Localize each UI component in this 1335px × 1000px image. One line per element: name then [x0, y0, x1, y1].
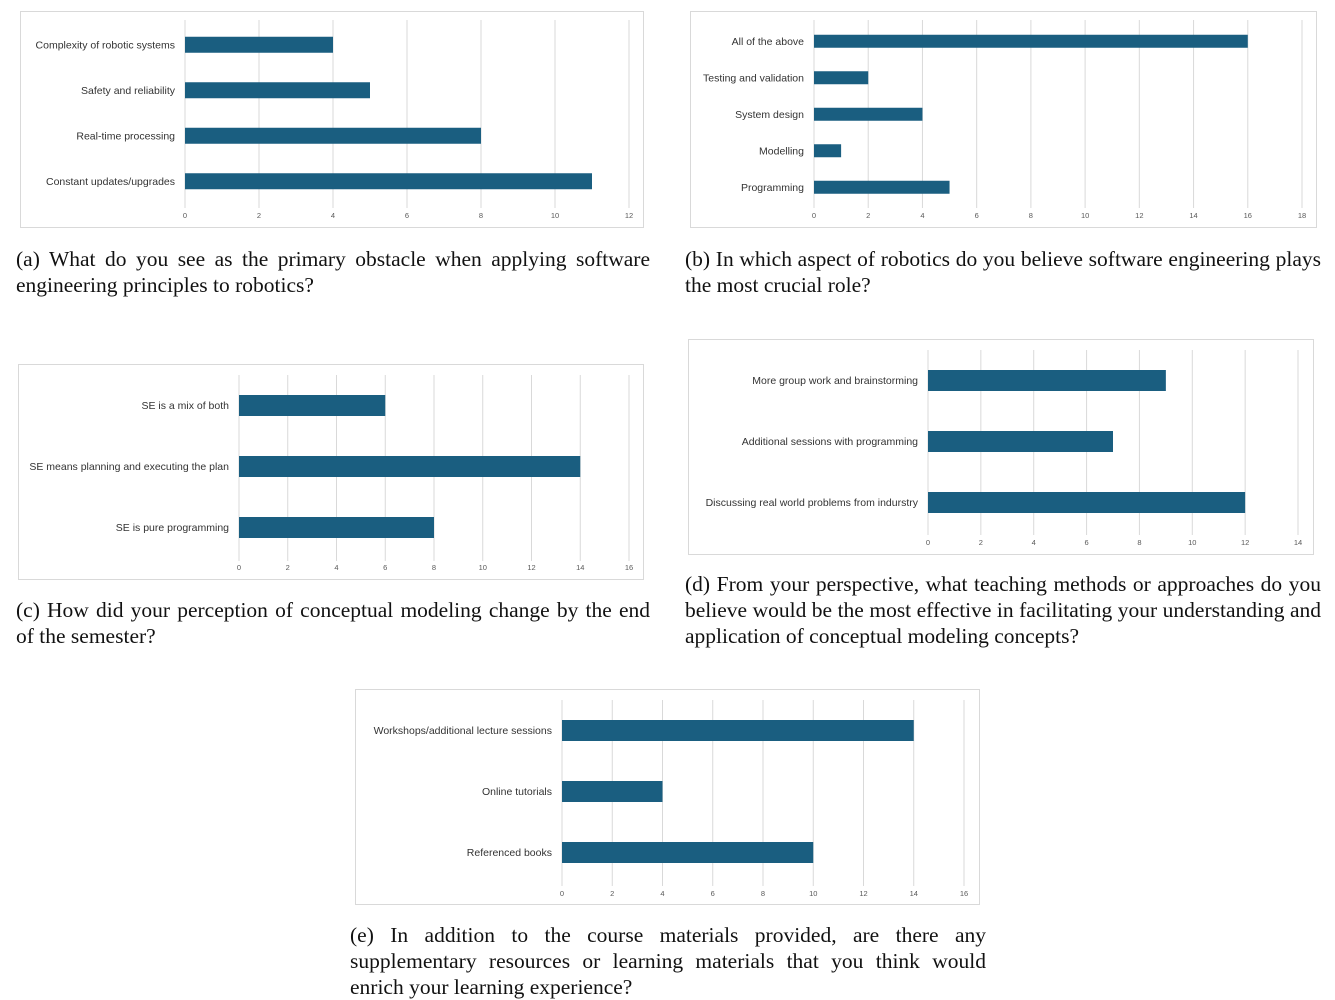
category-label: Discussing real world problems from indu… — [706, 497, 919, 509]
chart-b: 0 2 4 6 8 10 12 14 16 18 All of the above Testing a… — [690, 11, 1317, 228]
chart-c: 0 2 4 6 8 10 12 14 16 SE is a mix of both SE means… — [18, 364, 644, 580]
tick-label: 2 — [257, 211, 261, 220]
bar — [928, 492, 1246, 513]
tick-label: 6 — [711, 889, 715, 898]
category-label: Testing and validation — [703, 72, 804, 84]
tick-label: 2 — [866, 211, 870, 220]
category-label: Workshops/additional lecture sessions — [374, 725, 552, 737]
chart-d-svg: 0 2 4 6 8 10 12 14 More group work and brainstor… — [706, 350, 1302, 547]
bar — [562, 842, 814, 863]
chart-c-svg: 0 2 4 6 8 10 12 14 16 SE is a mix of both SE means… — [29, 375, 633, 572]
tick-label: 8 — [432, 563, 436, 572]
category-label: Referenced books — [467, 847, 552, 859]
tick-label: 10 — [809, 889, 817, 898]
bar — [185, 82, 370, 99]
tick-label: 4 — [1032, 538, 1036, 547]
chart-a: 0 2 4 6 8 10 12 Complexity of robotic systems Sa… — [20, 11, 644, 228]
tick-label: 4 — [660, 889, 664, 898]
category-label: System design — [735, 109, 804, 121]
bar — [562, 781, 663, 802]
tick-label: 2 — [979, 538, 983, 547]
tick-label: 4 — [920, 211, 924, 220]
category-label: Modelling — [759, 145, 804, 157]
tick-label: 16 — [1244, 211, 1252, 220]
category-label: More group work and brainstorming — [752, 375, 918, 387]
tick-label: 6 — [975, 211, 979, 220]
chart-a-svg: 0 2 4 6 8 10 12 Complexity of robotic systems Sa… — [36, 20, 633, 220]
tick-label: 4 — [334, 563, 338, 572]
tick-label: 10 — [1081, 211, 1089, 220]
caption-c: (c) How did your perception of conceptua… — [16, 598, 650, 648]
tick-label: 12 — [527, 563, 535, 572]
tick-label: 8 — [1029, 211, 1033, 220]
tick-label: 0 — [560, 889, 564, 898]
category-label: Additional sessions with programming — [742, 436, 918, 448]
bar — [562, 720, 914, 741]
bar — [239, 456, 581, 477]
category-label: Programming — [741, 182, 804, 194]
tick-label: 14 — [1294, 538, 1302, 547]
caption-d: (d) From your perspective, what teaching… — [685, 572, 1321, 648]
tick-label: 2 — [610, 889, 614, 898]
tick-label: 0 — [237, 563, 241, 572]
tick-label: 12 — [859, 889, 867, 898]
category-label: SE means planning and executing the plan — [29, 461, 229, 473]
category-label: Complexity of robotic systems — [36, 39, 175, 51]
tick-label: 12 — [1241, 538, 1249, 547]
chart-e-svg: 0 2 4 6 8 10 12 14 16 Workshops/additional lectur… — [374, 700, 968, 898]
tick-label: 6 — [1084, 538, 1088, 547]
chart-e: 0 2 4 6 8 10 12 14 16 Workshops/additional lectur… — [355, 689, 980, 905]
tick-label: 4 — [331, 211, 335, 220]
category-label: Safety and reliability — [81, 85, 176, 97]
chart-b-svg: 0 2 4 6 8 10 12 14 16 18 All of the above Testing a… — [703, 20, 1306, 220]
tick-label: 10 — [551, 211, 559, 220]
tick-label: 18 — [1298, 211, 1306, 220]
bar — [928, 370, 1166, 391]
tick-label: 14 — [910, 889, 918, 898]
tick-label: 12 — [625, 211, 633, 220]
bar — [928, 431, 1113, 452]
bar — [185, 173, 592, 190]
caption-b: (b) In which aspect of robotics do you b… — [685, 247, 1321, 297]
chart-d: 0 2 4 6 8 10 12 14 More group work and brainstor… — [688, 339, 1314, 555]
category-label: SE is a mix of both — [141, 400, 229, 412]
category-label: SE is pure programming — [116, 522, 229, 534]
tick-label: 12 — [1135, 211, 1143, 220]
tick-label: 0 — [812, 211, 816, 220]
tick-label: 10 — [479, 563, 487, 572]
tick-label: 0 — [183, 211, 187, 220]
category-label: Real-time processing — [76, 130, 175, 142]
bar — [814, 180, 950, 194]
tick-label: 8 — [761, 889, 765, 898]
category-label: Online tutorials — [482, 786, 552, 798]
tick-label: 6 — [405, 211, 409, 220]
tick-label: 8 — [1137, 538, 1141, 547]
caption-a: (a) What do you see as the primary obsta… — [16, 247, 650, 297]
tick-label: 10 — [1188, 538, 1196, 547]
tick-label: 6 — [383, 563, 387, 572]
tick-label: 0 — [926, 538, 930, 547]
bar — [814, 71, 869, 85]
tick-label: 2 — [286, 563, 290, 572]
tick-label: 14 — [1189, 211, 1197, 220]
bar — [185, 127, 481, 144]
category-label: All of the above — [732, 36, 805, 48]
tick-label: 16 — [625, 563, 633, 572]
tick-label: 8 — [479, 211, 483, 220]
bar — [814, 107, 923, 121]
bar — [814, 144, 842, 158]
bar — [814, 34, 1248, 48]
category-label: Constant updates/upgrades — [46, 176, 175, 188]
caption-e: (e) In addition to the course materials … — [350, 923, 986, 999]
tick-label: 16 — [960, 889, 968, 898]
tick-label: 14 — [576, 563, 584, 572]
bar — [239, 395, 386, 416]
bar — [185, 36, 333, 53]
bar — [239, 517, 434, 538]
